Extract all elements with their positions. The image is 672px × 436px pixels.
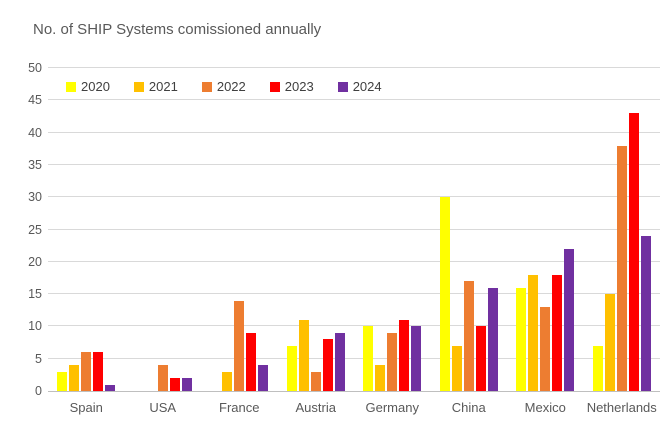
gridline [48,99,660,101]
bar-group-usa [125,68,202,391]
bar-group-china [431,68,508,391]
bar-usa-2022 [157,365,168,391]
legend-label: 2024 [352,79,382,94]
bar-china-2022 [463,281,474,391]
legend-item-2021: 2021 [133,79,178,94]
chart-title: No. of SHIP Systems comissioned annually [33,21,322,38]
plot-area: 2020 2021 2022 2023 2024 [48,67,660,392]
bar-mexico-2024 [564,248,575,391]
bar-france-2022 [234,300,245,391]
bar-germany-2022 [387,332,398,391]
gridline [48,131,660,133]
gridline [48,260,660,262]
legend-swatch-icon [201,81,212,92]
legend-swatch-icon [269,81,280,92]
y-axis-tick-label: 45 [28,93,42,108]
bars-row [48,68,660,391]
bar-mexico-2022 [540,307,551,391]
y-axis-tick-label: 15 [28,287,42,302]
bar-usa-2023 [169,378,180,391]
gridline [48,325,660,327]
y-axis-tick-label: 40 [28,125,42,140]
legend-item-2023: 2023 [269,79,314,94]
bar-germany-2021 [375,365,386,391]
bar-group-austria [278,68,355,391]
x-axis-label-austria: Austria [295,400,336,415]
legend-item-2024: 2024 [337,79,382,94]
bar-netherlands-2023 [628,113,639,391]
bar-group-netherlands [584,68,661,391]
bar-austria-2024 [334,332,345,391]
bar-mexico-2021 [528,274,539,391]
legend-label: 2021 [148,79,178,94]
bar-france-2023 [246,332,257,391]
gridline [48,67,660,68]
legend-item-2022: 2022 [201,79,246,94]
bar-france-2021 [222,371,233,391]
bar-netherlands-2022 [616,145,627,391]
bar-spain-2024 [105,384,116,391]
bar-group-spain [48,68,125,391]
y-axis-tick-label: 30 [28,190,42,205]
bar-spain-2020 [57,371,68,391]
legend-label: 2020 [81,79,110,94]
legend: 2020 2021 2022 2023 2024 [66,79,382,94]
bar-group-germany [354,68,431,391]
gridline [48,196,660,198]
legend-swatch-icon [133,81,144,92]
x-axis-label-germany: Germany [365,400,419,415]
bar-spain-2023 [93,352,104,391]
bar-mexico-2020 [516,287,527,391]
bar-netherlands-2021 [604,294,615,391]
x-axis-label-mexico: Mexico [524,400,566,415]
x-axis-label-usa: USA [149,400,177,415]
bar-austria-2020 [286,345,297,391]
gridline [48,293,660,295]
y-axis-tick-label: 35 [28,157,42,172]
x-axis-label-china: China [451,400,486,415]
y-axis-tick-label: 5 [35,351,42,366]
x-axis-label-france: France [219,400,260,415]
legend-item-2020: 2020 [66,79,110,94]
bar-china-2020 [439,197,450,391]
y-axis-tick-label: 0 [35,384,42,398]
gridline [48,163,660,165]
bar-austria-2022 [310,371,321,391]
bar-austria-2023 [322,339,333,391]
gridline [48,228,660,230]
y-axis-tick-label: 50 [28,61,42,75]
bar-germany-2024 [411,326,422,391]
legend-swatch-icon [337,81,348,92]
legend-label: 2022 [216,79,246,94]
bar-china-2021 [451,345,462,391]
y-axis-tick-label: 25 [28,222,42,237]
bar-germany-2023 [399,319,410,391]
gridline [48,357,660,359]
bar-spain-2022 [81,352,92,391]
bar-china-2023 [475,326,486,391]
bar-mexico-2023 [552,274,563,391]
x-axis-label-spain: Spain [69,400,103,415]
bar-netherlands-2024 [640,235,651,391]
bar-china-2024 [487,287,498,391]
bar-usa-2024 [181,378,192,391]
y-axis-tick-label: 20 [28,254,42,269]
bar-group-france [201,68,278,391]
bar-austria-2021 [298,319,309,391]
x-axis-labels: Spain USA France Austria Germany China Mexico N… [48,400,660,415]
bar-netherlands-2020 [592,345,603,391]
x-axis-label-netherlands: Netherlands [586,400,657,415]
bar-france-2024 [258,365,269,391]
bar-germany-2020 [363,326,374,391]
bar-group-mexico [507,68,584,391]
bar-spain-2021 [69,365,80,391]
legend-swatch-icon [66,81,76,92]
y-axis-tick-label: 10 [28,319,42,334]
legend-label: 2023 [284,79,314,94]
